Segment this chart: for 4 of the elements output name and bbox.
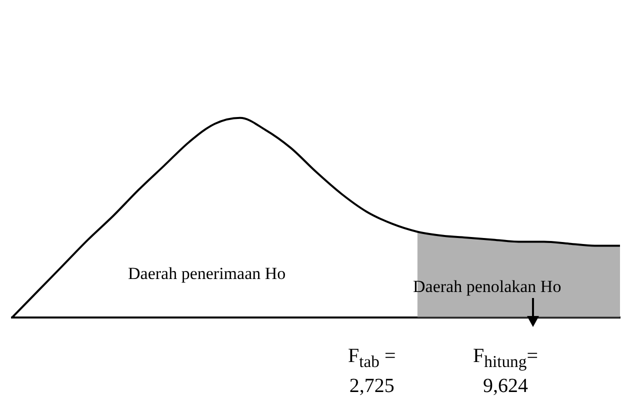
text: F$_{tab}$ = 2,725 bbox=[348, 344, 396, 399]
annotation: Daerah penerimaan Ho bbox=[128, 263, 286, 285]
annotation: Daerah penolakan Ho bbox=[413, 276, 562, 298]
text: F$_{hitung}$= 9,624 bbox=[473, 344, 538, 399]
